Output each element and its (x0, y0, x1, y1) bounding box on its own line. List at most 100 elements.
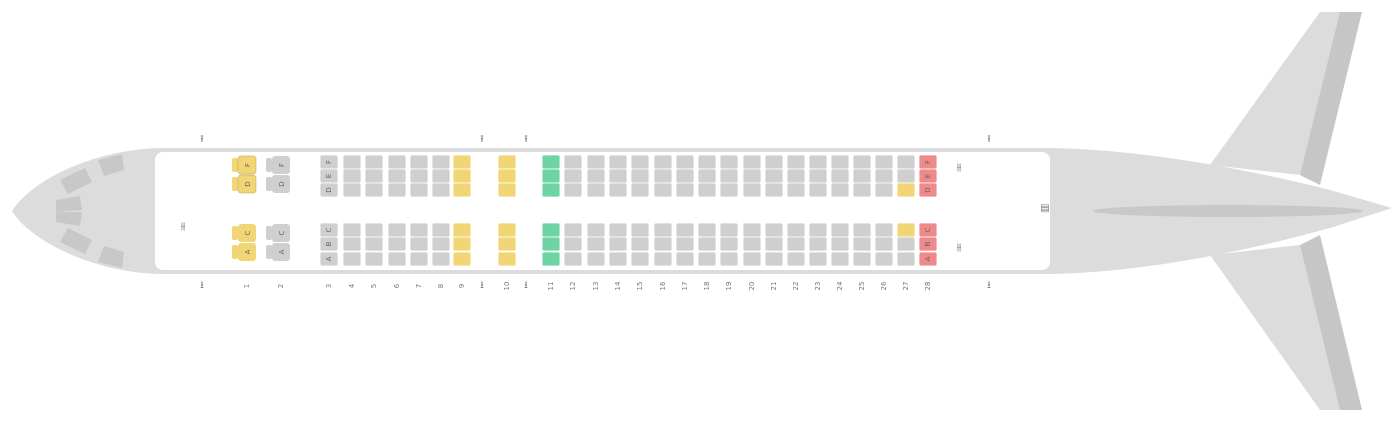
seat-17E[interactable] (675, 168, 695, 184)
seat-15D[interactable] (630, 182, 650, 198)
seat-10A[interactable] (497, 251, 517, 267)
seat-9D[interactable] (452, 182, 472, 198)
seat-16B[interactable] (653, 236, 673, 252)
seat-11D[interactable] (541, 182, 561, 198)
seat-23B[interactable] (808, 236, 828, 252)
seat-27B[interactable] (896, 236, 916, 252)
seat-21F[interactable] (764, 154, 784, 170)
seat-15A[interactable] (630, 251, 650, 267)
seat-28A[interactable] (918, 251, 938, 267)
seat-17C[interactable] (675, 222, 695, 238)
seat-23E[interactable] (808, 168, 828, 184)
seat-22D[interactable] (786, 182, 806, 198)
seat-7A[interactable] (409, 251, 429, 267)
seat-27C[interactable] (896, 222, 916, 238)
seat-1A[interactable] (238, 243, 256, 261)
seat-20A[interactable] (742, 251, 762, 267)
seat-1F[interactable] (237, 155, 257, 175)
seat-12A[interactable] (563, 251, 583, 267)
seat-11A[interactable] (541, 251, 561, 267)
seat-27F[interactable] (896, 154, 916, 170)
seat-25E[interactable] (852, 168, 872, 184)
seat-11C[interactable] (541, 222, 561, 238)
seat-7F[interactable] (409, 154, 429, 170)
seat-19D[interactable] (719, 182, 739, 198)
seat-10F[interactable] (497, 154, 517, 170)
seat-3A[interactable] (319, 251, 339, 267)
seat-20C[interactable] (742, 222, 762, 238)
seat-14B[interactable] (608, 236, 628, 252)
seat-11B[interactable] (541, 236, 561, 252)
seat-19A[interactable] (719, 251, 739, 267)
seat-14F[interactable] (608, 154, 628, 170)
seat-9E[interactable] (452, 168, 472, 184)
seat-5A[interactable] (364, 251, 384, 267)
seat-26E[interactable] (874, 168, 894, 184)
seat-17B[interactable] (675, 236, 695, 252)
seat-26F[interactable] (874, 154, 894, 170)
seat-17D[interactable] (675, 182, 695, 198)
seat-13D[interactable] (586, 182, 606, 198)
seat-5F[interactable] (364, 154, 384, 170)
seat-2C[interactable] (272, 224, 290, 242)
seat-8E[interactable] (431, 168, 451, 184)
seat-6B[interactable] (387, 236, 407, 252)
seat-16E[interactable] (653, 168, 673, 184)
seat-18A[interactable] (697, 251, 717, 267)
seat-5C[interactable] (364, 222, 384, 238)
seat-21E[interactable] (764, 168, 784, 184)
seat-14A[interactable] (608, 251, 628, 267)
seat-14E[interactable] (608, 168, 628, 184)
seat-9F[interactable] (452, 154, 472, 170)
seat-17F[interactable] (675, 154, 695, 170)
seat-6F[interactable] (387, 154, 407, 170)
seat-8B[interactable] (431, 236, 451, 252)
seat-14C[interactable] (608, 222, 628, 238)
seat-23D[interactable] (808, 182, 828, 198)
seat-10C[interactable] (497, 222, 517, 238)
seat-9C[interactable] (452, 222, 472, 238)
seat-24A[interactable] (830, 251, 850, 267)
seat-9A[interactable] (452, 251, 472, 267)
seat-21C[interactable] (764, 222, 784, 238)
seat-26C[interactable] (874, 222, 894, 238)
seat-17A[interactable] (675, 251, 695, 267)
seat-13E[interactable] (586, 168, 606, 184)
seat-16C[interactable] (653, 222, 673, 238)
seat-20B[interactable] (742, 236, 762, 252)
seat-16A[interactable] (653, 251, 673, 267)
seat-5B[interactable] (364, 236, 384, 252)
seat-18C[interactable] (697, 222, 717, 238)
seat-6C[interactable] (387, 222, 407, 238)
seat-21A[interactable] (764, 251, 784, 267)
seat-12B[interactable] (563, 236, 583, 252)
seat-13B[interactable] (586, 236, 606, 252)
seat-18F[interactable] (697, 154, 717, 170)
seat-23C[interactable] (808, 222, 828, 238)
seat-14D[interactable] (608, 182, 628, 198)
seat-10E[interactable] (497, 168, 517, 184)
seat-19C[interactable] (719, 222, 739, 238)
seat-28D[interactable] (918, 182, 938, 198)
seat-15C[interactable] (630, 222, 650, 238)
seat-22E[interactable] (786, 168, 806, 184)
seat-8A[interactable] (431, 251, 451, 267)
seat-7E[interactable] (409, 168, 429, 184)
seat-6D[interactable] (387, 182, 407, 198)
seat-12C[interactable] (563, 222, 583, 238)
seat-20D[interactable] (742, 182, 762, 198)
seat-7D[interactable] (409, 182, 429, 198)
seat-4F[interactable] (342, 154, 362, 170)
seat-26B[interactable] (874, 236, 894, 252)
seat-19B[interactable] (719, 236, 739, 252)
seat-20F[interactable] (742, 154, 762, 170)
seat-4C[interactable] (342, 222, 362, 238)
seat-24B[interactable] (830, 236, 850, 252)
seat-3B[interactable] (319, 236, 339, 252)
seat-2D[interactable] (272, 175, 290, 193)
seat-8F[interactable] (431, 154, 451, 170)
seat-15B[interactable] (630, 236, 650, 252)
seat-19F[interactable] (719, 154, 739, 170)
seat-8C[interactable] (431, 222, 451, 238)
seat-23F[interactable] (808, 154, 828, 170)
